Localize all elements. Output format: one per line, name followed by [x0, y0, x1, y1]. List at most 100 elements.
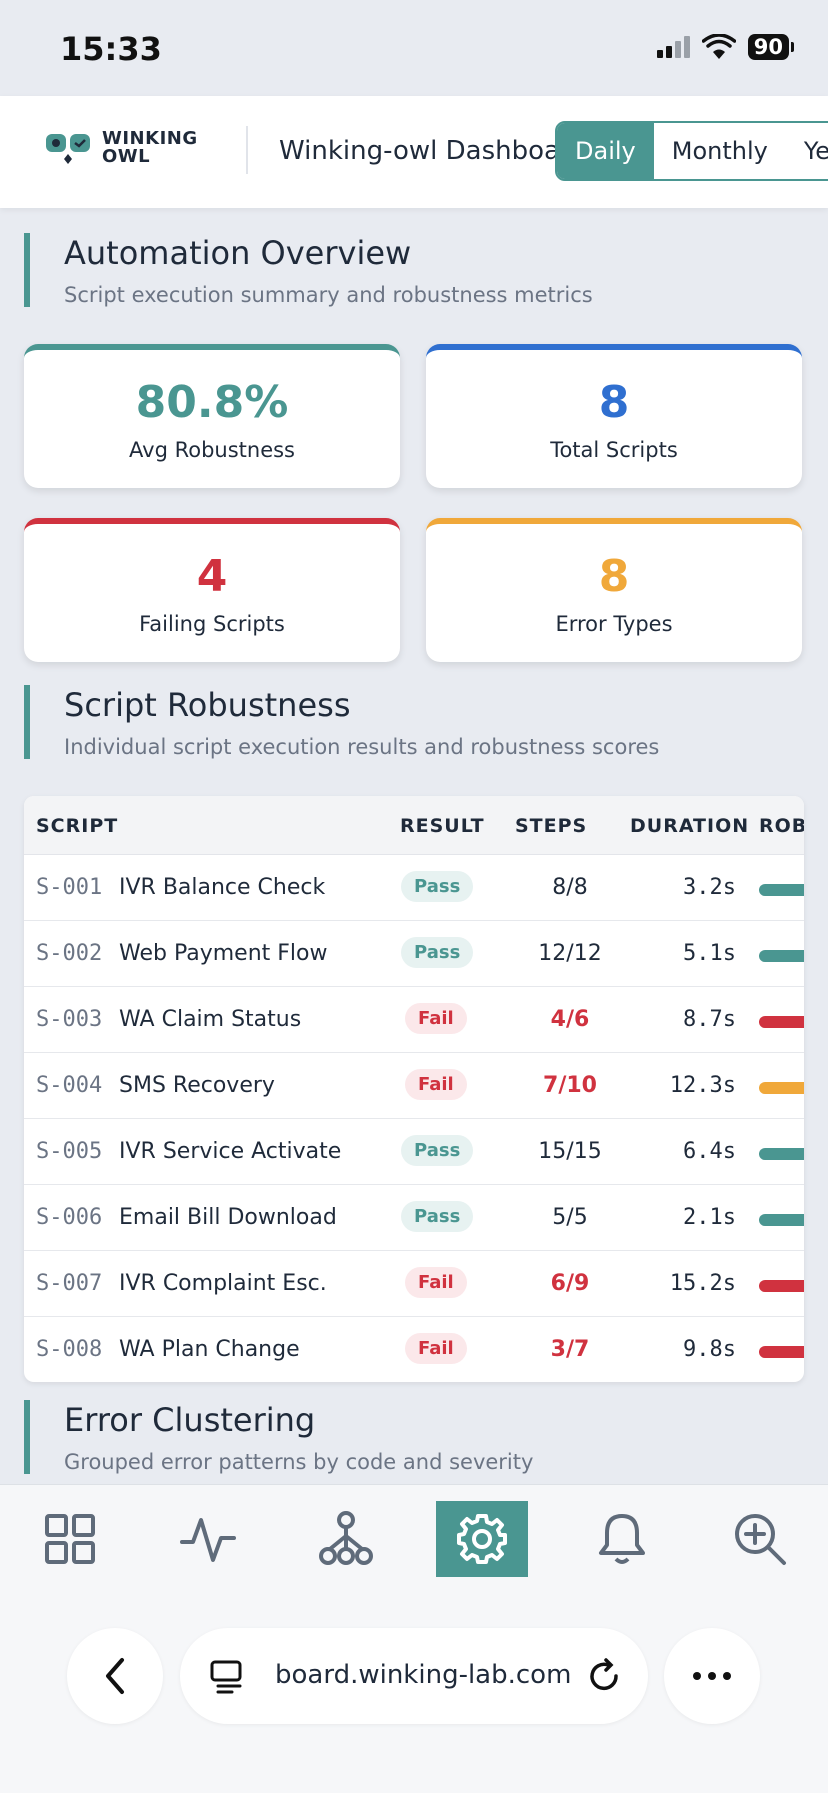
script-id: S-005	[36, 1139, 103, 1164]
zoom-in-icon	[735, 1514, 786, 1565]
nav-grid[interactable]	[24, 1501, 116, 1577]
nav-settings[interactable]	[436, 1501, 528, 1577]
more-icon	[693, 1672, 731, 1680]
url-text: board.winking-lab.com	[275, 1660, 572, 1690]
script-name: WA Plan Change	[119, 1337, 300, 1362]
table-row[interactable]: S-006 Email Bill Download Pass 5/5 2.1s	[24, 1185, 804, 1251]
nav-activity[interactable]	[162, 1501, 254, 1577]
dashboard-title: Winking-owl Dashboard	[279, 136, 587, 166]
result-badge: Pass	[401, 937, 474, 968]
more-button[interactable]	[664, 1628, 760, 1724]
owl-logo-icon	[46, 134, 90, 164]
status-bar: 15:33 90	[0, 0, 828, 96]
reload-icon[interactable]	[586, 1658, 622, 1694]
steps-value: 8/8	[552, 875, 588, 900]
col-steps[interactable]: STEPS	[515, 815, 588, 837]
script-name: IVR Balance Check	[119, 875, 326, 900]
logo[interactable]: WINKING OWL	[44, 130, 198, 166]
col-script[interactable]: SCRIPT	[36, 815, 119, 837]
activity-icon	[180, 1518, 236, 1562]
kpi-label: Error Types	[555, 612, 673, 636]
kpi-error-types: 8 Error Types	[426, 518, 802, 662]
script-name: IVR Service Activate	[119, 1139, 342, 1164]
section-title: Error Clustering	[64, 1401, 316, 1439]
battery-level: 90	[747, 34, 789, 60]
script-name: Web Payment Flow	[119, 941, 328, 966]
col-duration[interactable]: DURATION	[630, 815, 750, 837]
kpi-value: 4	[196, 551, 228, 602]
steps-value: 15/15	[538, 1139, 602, 1164]
clustering-header: Error Clustering Grouped error patterns …	[24, 1400, 533, 1474]
kpi-failing-scripts: 4 Failing Scripts	[24, 518, 400, 662]
kpi-value: 8	[598, 377, 630, 428]
kpi-avg-robustness: 80.8% Avg Robustness	[24, 344, 400, 488]
back-button[interactable]	[67, 1628, 163, 1724]
tab-daily[interactable]: Daily	[557, 123, 654, 179]
duration-value: 15.2s	[669, 1271, 736, 1296]
script-id: S-004	[36, 1073, 103, 1098]
duration-value: 3.2s	[683, 875, 736, 900]
duration-value: 9.8s	[683, 1337, 736, 1362]
section-subtitle: Individual script execution results and …	[64, 735, 660, 759]
table-row[interactable]: S-002 Web Payment Flow Pass 12/12 5.1s	[24, 921, 804, 987]
steps-value: 4/6	[550, 1007, 590, 1032]
grid-icon	[45, 1514, 95, 1564]
robustness-bar	[759, 1214, 804, 1226]
kpi-total-scripts: 8 Total Scripts	[426, 344, 802, 488]
table-row[interactable]: S-005 IVR Service Activate Pass 15/15 6.…	[24, 1119, 804, 1185]
script-name: WA Claim Status	[119, 1007, 302, 1032]
steps-value: 7/10	[543, 1073, 597, 1098]
robustness-bar	[759, 1016, 804, 1028]
robustness-bar	[759, 1148, 804, 1160]
robustness-bar	[759, 1082, 804, 1094]
steps-value: 6/9	[550, 1271, 590, 1296]
robustness-bar	[759, 884, 804, 896]
table-row[interactable]: S-008 WA Plan Change Fail 3/7 9.8s	[24, 1317, 804, 1382]
col-robustness[interactable]: ROBUSTNESS	[759, 815, 804, 837]
steps-value: 3/7	[550, 1337, 590, 1362]
nav-zoom[interactable]	[714, 1501, 806, 1577]
nav-notifications[interactable]	[576, 1501, 668, 1577]
settings-icon	[457, 1514, 507, 1564]
result-badge: Fail	[405, 1267, 467, 1298]
robustness-header: Script Robustness Individual script exec…	[24, 685, 659, 759]
duration-value: 5.1s	[683, 941, 736, 966]
section-subtitle: Grouped error patterns by code and sever…	[64, 1450, 534, 1474]
workflow-icon	[319, 1511, 373, 1565]
status-time: 15:33	[60, 30, 162, 68]
bell-icon	[599, 1514, 645, 1564]
tabs-icon	[210, 1660, 242, 1694]
result-badge: Pass	[401, 871, 474, 902]
tab-yearly[interactable]: Yearly	[785, 123, 828, 179]
robustness-bar	[759, 950, 804, 962]
script-id: S-006	[36, 1205, 103, 1230]
section-title: Automation Overview	[64, 234, 412, 272]
result-badge: Pass	[401, 1135, 474, 1166]
kpi-label: Avg Robustness	[129, 438, 295, 462]
status-icons: 90	[656, 34, 794, 60]
table-row[interactable]: S-004 SMS Recovery Fail 7/10 12.3s	[24, 1053, 804, 1119]
table-header: SCRIPT RESULT STEPS DURATION ROBUSTNESS	[24, 796, 804, 855]
result-badge: Fail	[405, 1069, 467, 1100]
header-divider	[246, 126, 248, 174]
nav-workflow[interactable]	[300, 1501, 392, 1577]
kpi-label: Total Scripts	[550, 438, 678, 462]
tab-monthly[interactable]: Monthly	[653, 123, 786, 179]
url-bar[interactable]: board.winking-lab.com	[180, 1628, 648, 1724]
script-name: SMS Recovery	[119, 1073, 275, 1098]
script-id: S-007	[36, 1271, 103, 1296]
table-row[interactable]: S-003 WA Claim Status Fail 4/6 8.7s	[24, 987, 804, 1053]
script-id: S-008	[36, 1337, 103, 1362]
steps-value: 12/12	[538, 941, 602, 966]
period-tabs: Daily Monthly Yearly	[555, 121, 828, 181]
col-result[interactable]: RESULT	[400, 815, 485, 837]
result-badge: Fail	[405, 1333, 467, 1364]
table-row[interactable]: S-001 IVR Balance Check Pass 8/8 3.2s	[24, 855, 804, 921]
robustness-bar	[759, 1346, 804, 1358]
duration-value: 6.4s	[683, 1139, 736, 1164]
result-badge: Pass	[401, 1201, 474, 1232]
table-row[interactable]: S-007 IVR Complaint Esc. Fail 6/9 15.2s	[24, 1251, 804, 1317]
bottom-nav: board.winking-lab.com	[0, 1484, 828, 1793]
kpi-value: 80.8%	[135, 377, 289, 428]
kpi-label: Failing Scripts	[139, 612, 285, 636]
